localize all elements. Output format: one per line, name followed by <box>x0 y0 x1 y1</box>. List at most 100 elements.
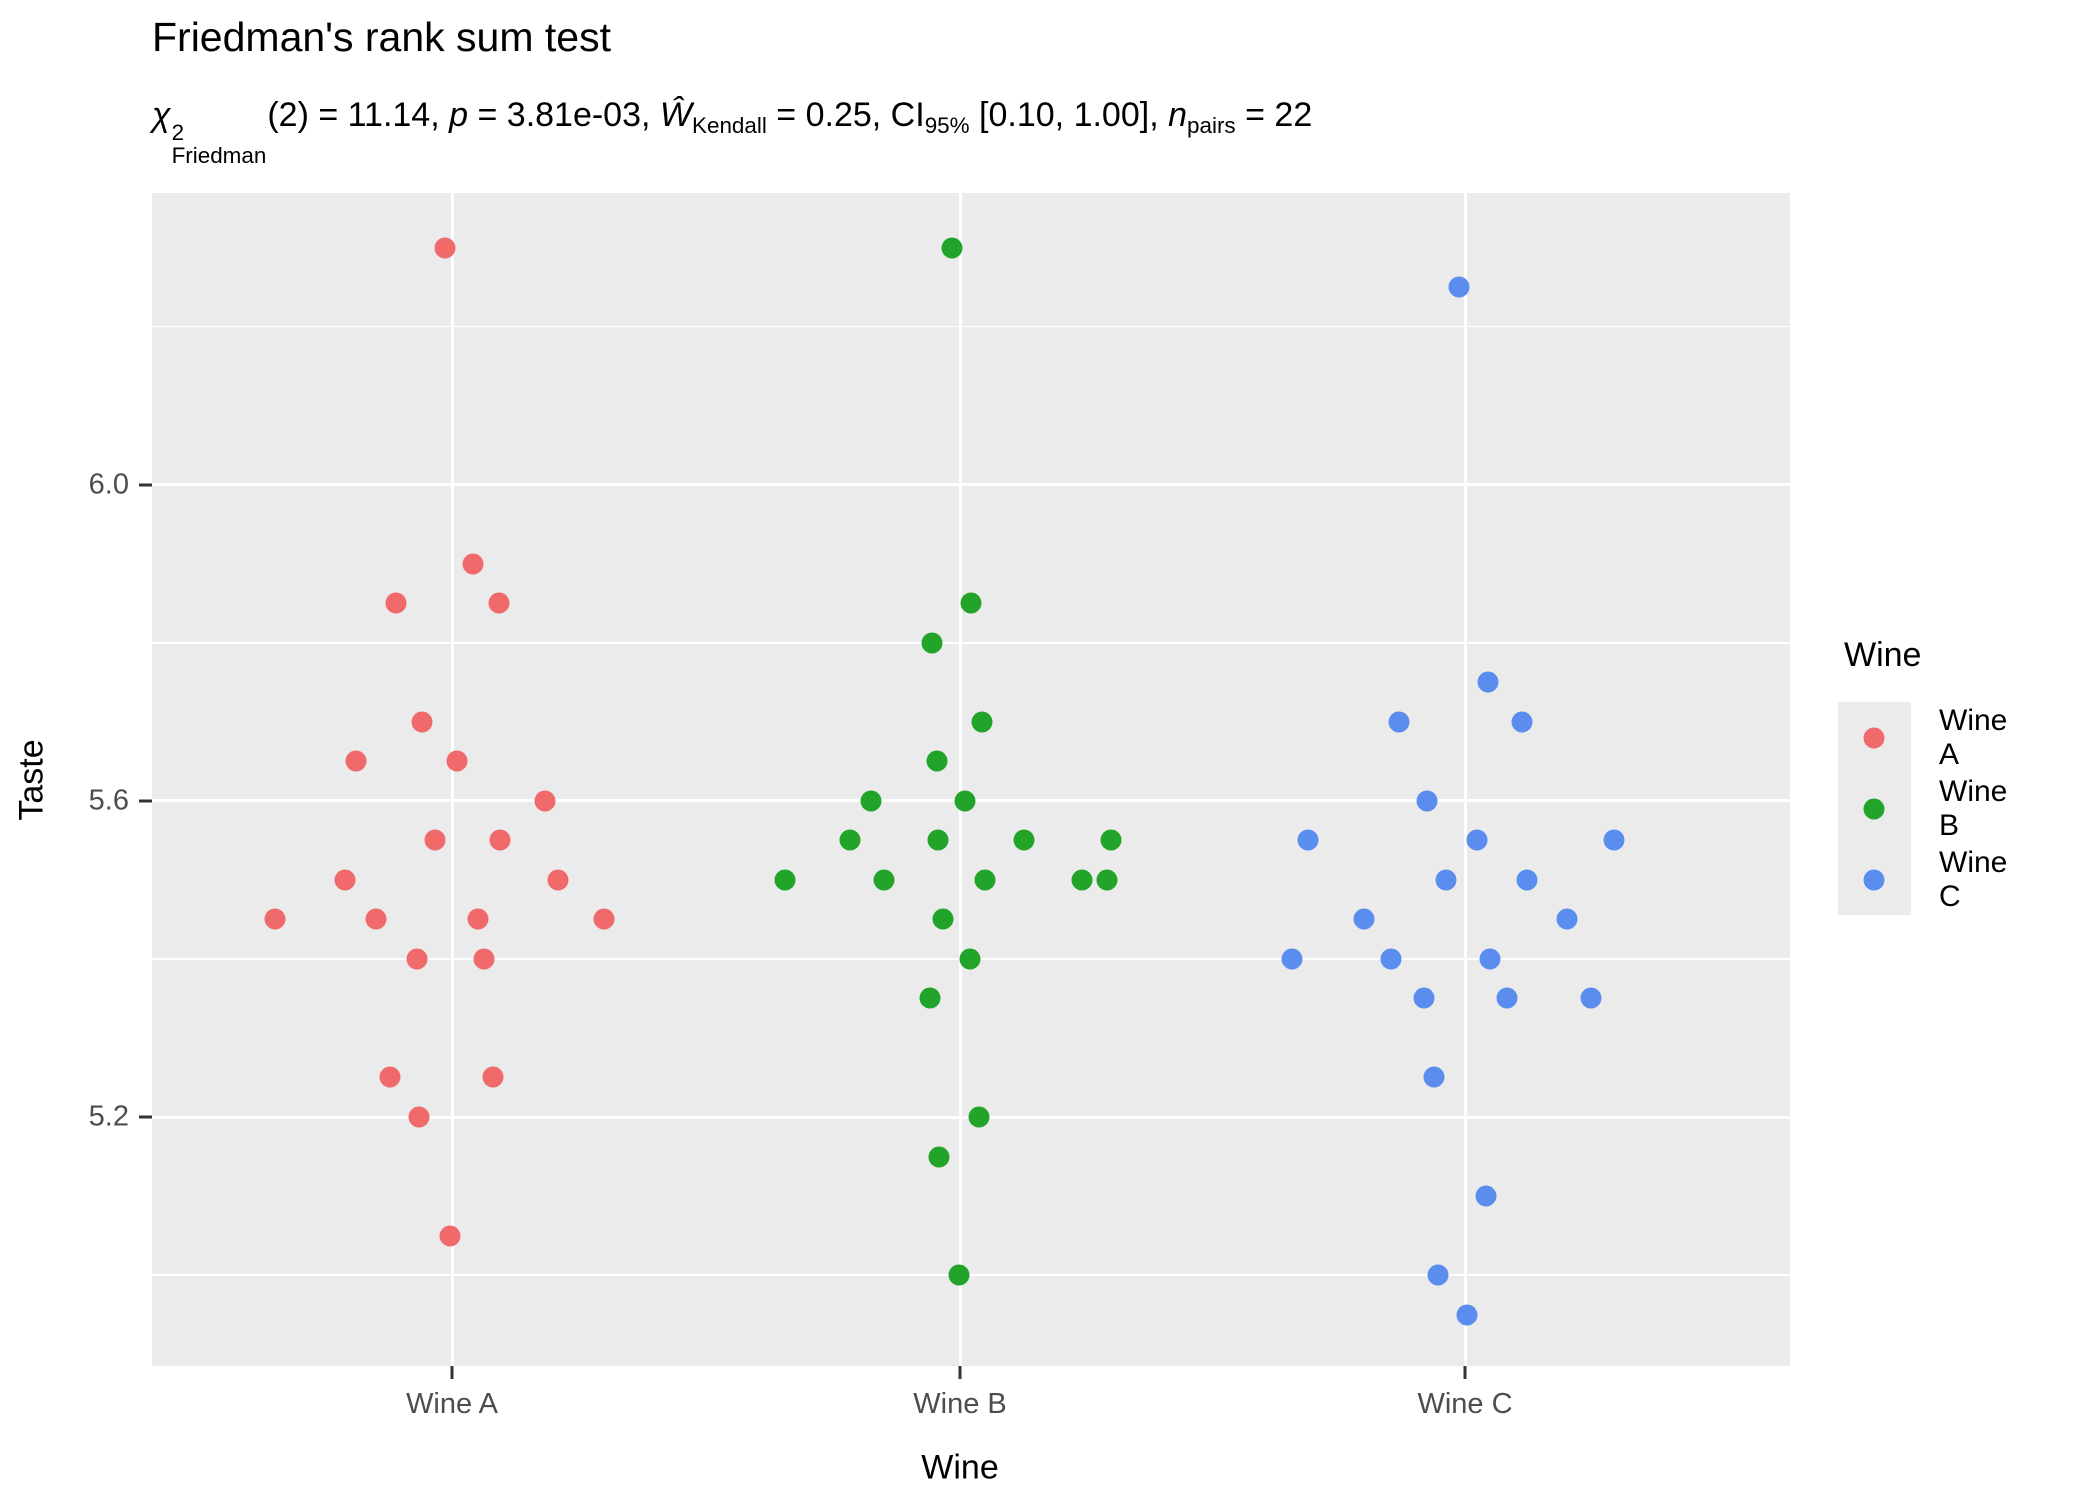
data-point-wine-c <box>1477 671 1499 693</box>
legend-item-label: Wine C <box>1939 845 2008 913</box>
data-point-wine-b <box>926 750 948 772</box>
x-tick-label: Wine C <box>1417 1388 1513 1420</box>
data-point-wine-c <box>1427 1264 1449 1286</box>
subtitle-part: (2) = 11.14, <box>267 96 450 134</box>
data-point-wine-a <box>473 948 495 970</box>
data-point-wine-c <box>1353 908 1375 930</box>
data-point-wine-b <box>1096 869 1118 891</box>
data-point-wine-a <box>434 237 456 259</box>
chart-title: Friedman's rank sum test <box>152 14 611 60</box>
data-point-wine-b <box>954 790 976 812</box>
data-point-wine-b <box>971 711 993 733</box>
gridline-major-v <box>1463 193 1467 1366</box>
wine-b-legend-dot <box>1863 798 1885 819</box>
data-point-wine-c <box>1496 987 1518 1009</box>
gridline-major-v <box>958 193 962 1366</box>
data-point-wine-b <box>927 829 949 851</box>
data-point-wine-b <box>860 790 882 812</box>
data-point-wine-a <box>334 869 356 891</box>
data-point-wine-a <box>593 908 615 930</box>
data-point-wine-c <box>1580 987 1602 1009</box>
wine-c-legend-dot <box>1863 869 1885 890</box>
subtitle-part: = 0.25, CI <box>766 96 925 134</box>
data-point-wine-c <box>1603 829 1625 851</box>
data-point-wine-b <box>919 987 941 1009</box>
data-point-wine-a <box>379 1066 401 1088</box>
data-point-wine-b <box>968 1106 990 1128</box>
data-point-wine-b <box>921 632 943 654</box>
data-point-wine-c <box>1448 276 1470 298</box>
data-point-wine-c <box>1456 1304 1478 1326</box>
data-point-wine-a <box>489 829 511 851</box>
subtitle-part: n <box>1168 96 1188 134</box>
data-point-wine-c <box>1281 948 1303 970</box>
data-point-wine-c <box>1511 711 1533 733</box>
data-point-wine-a <box>406 948 428 970</box>
data-point-wine-a <box>482 1066 504 1088</box>
data-point-wine-c <box>1516 869 1538 891</box>
data-point-wine-a <box>467 908 489 930</box>
legend-item-label: Wine A <box>1939 703 2008 771</box>
plot-panel <box>152 193 1790 1366</box>
data-point-wine-b <box>948 1264 970 1286</box>
data-point-wine-c <box>1435 869 1457 891</box>
data-point-wine-b <box>774 869 796 891</box>
data-point-wine-b <box>839 829 861 851</box>
data-point-wine-a <box>424 829 446 851</box>
data-point-wine-b <box>941 237 963 259</box>
data-point-wine-b <box>974 869 996 891</box>
y-tick-mark <box>139 1115 152 1119</box>
x-axis-title: Wine <box>921 1448 999 1487</box>
x-tick-mark <box>450 1366 454 1379</box>
data-point-wine-c <box>1297 829 1319 851</box>
y-tick-mark <box>139 483 152 487</box>
data-point-wine-b <box>1100 829 1122 851</box>
data-point-wine-c <box>1556 908 1578 930</box>
data-point-wine-a <box>365 908 387 930</box>
legend-key <box>1838 773 1911 844</box>
y-tick-label: 5.2 <box>88 1100 129 1133</box>
subtitle-part: 2 Friedman <box>171 119 267 168</box>
x-tick-mark <box>1463 1366 1467 1379</box>
data-point-wine-a <box>488 592 510 614</box>
x-tick-label: Wine B <box>913 1388 1007 1420</box>
gridline-minor-h <box>152 325 1790 328</box>
subtitle-part: pairs <box>1187 113 1236 139</box>
data-point-wine-b <box>1013 829 1035 851</box>
data-point-wine-c <box>1416 790 1438 812</box>
subtitle-part: χ <box>152 96 171 134</box>
data-point-wine-b <box>960 592 982 614</box>
x-tick-mark <box>958 1366 962 1379</box>
data-point-wine-c <box>1388 711 1410 733</box>
data-point-wine-b <box>873 869 895 891</box>
data-point-wine-c <box>1475 1185 1497 1207</box>
data-point-wine-c <box>1413 987 1435 1009</box>
stats-subtitle: χ 2 Friedman (2) = 11.14, p = 3.81e-03, ŴKe… <box>152 96 1312 168</box>
data-point-wine-a <box>534 790 556 812</box>
x-tick-label: Wine A <box>406 1388 498 1420</box>
data-point-wine-a <box>446 750 468 772</box>
subtitle-part: = 22 <box>1235 96 1313 134</box>
y-tick-mark <box>139 799 152 803</box>
subtitle-part: [0.10, 1.00], <box>969 96 1169 134</box>
subtitle-part: Kendall <box>692 113 767 139</box>
data-point-wine-c <box>1479 948 1501 970</box>
data-point-wine-c <box>1466 829 1488 851</box>
data-point-wine-b <box>932 908 954 930</box>
subtitle-part: = 3.81e-03, <box>468 96 660 134</box>
legend-key <box>1838 702 1911 773</box>
data-point-wine-a <box>411 711 433 733</box>
data-point-wine-b <box>959 948 981 970</box>
y-tick-label: 5.6 <box>88 784 129 817</box>
gridline-major-v <box>450 193 454 1366</box>
data-point-wine-b <box>928 1146 950 1168</box>
gridline-minor-h <box>152 641 1790 644</box>
legend-key <box>1838 844 1911 915</box>
data-point-wine-a <box>462 553 484 575</box>
data-point-wine-a <box>439 1225 461 1247</box>
data-point-wine-a <box>408 1106 430 1128</box>
gridline-minor-h <box>152 1274 1790 1276</box>
data-point-wine-a <box>264 908 286 930</box>
gridline-major-h <box>152 483 1790 487</box>
